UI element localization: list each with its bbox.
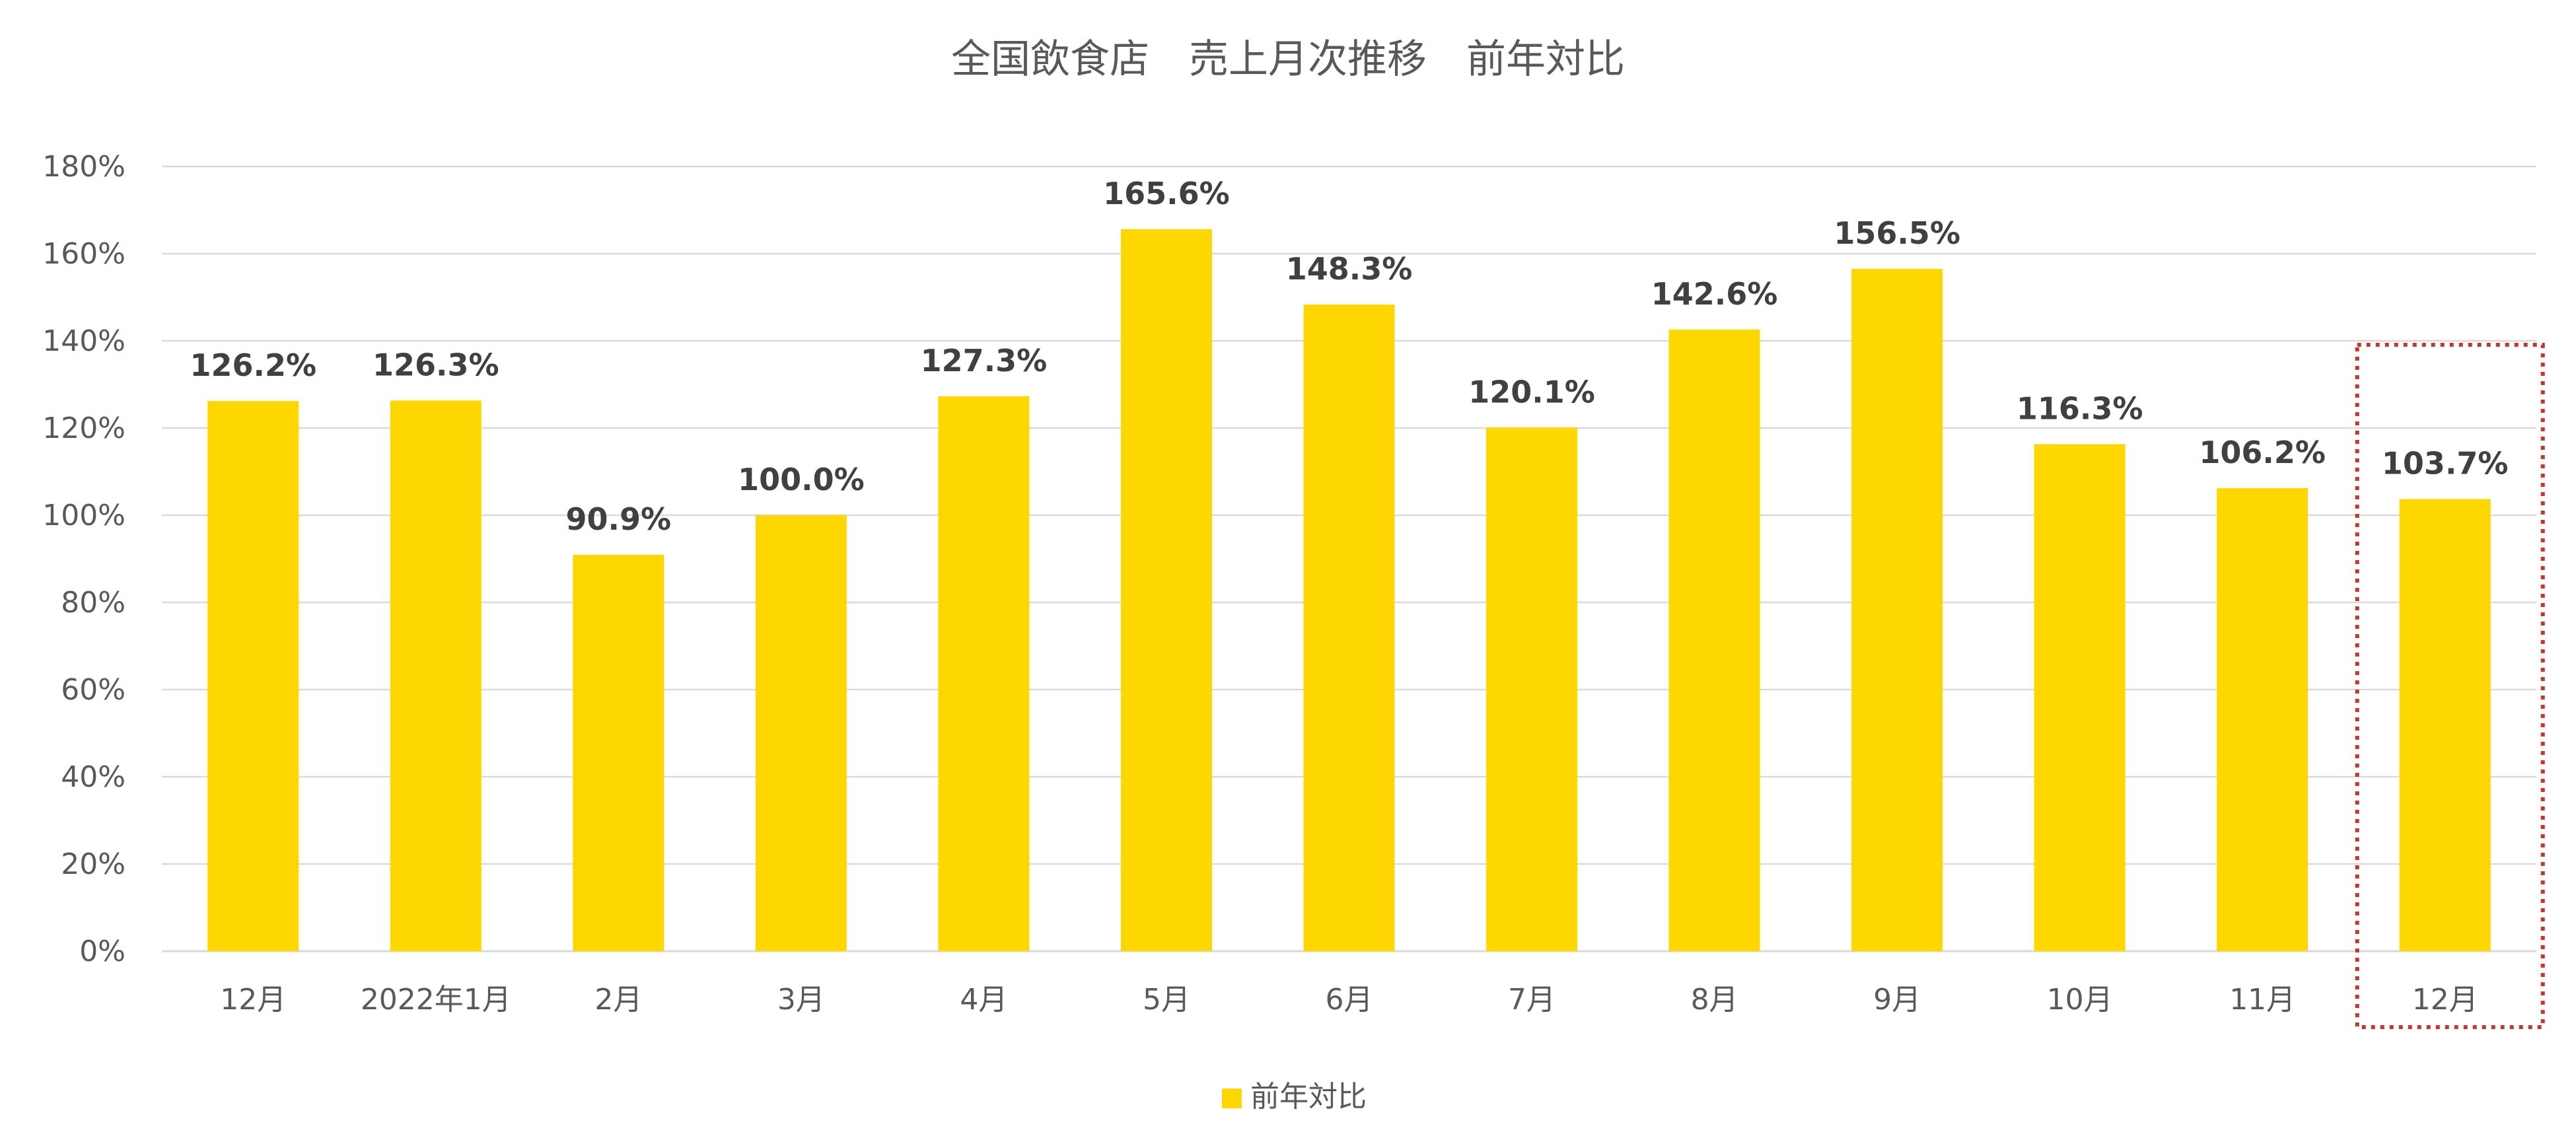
x-tick-label: 6月: [1326, 983, 1373, 1017]
x-tick-label: 10月: [2047, 983, 2113, 1017]
data-label: 100.0%: [738, 462, 865, 497]
y-tick-label: 80%: [61, 586, 125, 620]
bar: [755, 515, 847, 951]
bar: [938, 396, 1030, 951]
data-label: 126.2%: [190, 347, 316, 383]
x-tick-label: 2月: [594, 983, 642, 1017]
legend: 前年対比: [1222, 1080, 1367, 1114]
data-label: 127.3%: [921, 343, 1048, 378]
data-label: 148.3%: [1286, 251, 1413, 287]
legend-label: 前年対比: [1250, 1080, 1367, 1114]
x-tick-label: 4月: [960, 983, 1007, 1017]
x-tick-label: 12月: [220, 983, 286, 1017]
bar: [1668, 329, 1760, 952]
highlight-box: [2355, 343, 2545, 1029]
y-tick-label: 40%: [61, 760, 125, 794]
x-tick-label: 5月: [1143, 983, 1190, 1017]
bar: [390, 400, 482, 951]
y-tick-label: 0%: [79, 935, 125, 968]
data-labels: 126.2% 126.3% 90.9% 100.0% 127.3% 165.6% 148.3…: [190, 176, 2508, 537]
data-label: 165.6%: [1103, 176, 1230, 211]
data-label: 156.5%: [1834, 215, 1960, 251]
y-tick-label: 100%: [42, 499, 125, 532]
x-tick-label: 12月: [2412, 983, 2478, 1017]
y-tick-label: 140%: [42, 324, 125, 358]
data-label: 90.9%: [566, 501, 672, 537]
chart-title: 全国飲食店 売上月次推移 前年対比: [951, 36, 1625, 83]
data-label: 142.6%: [1651, 276, 1778, 312]
bar: [2399, 499, 2491, 951]
x-tick-label: 2022年1月: [361, 983, 511, 1017]
y-tick-label: 20%: [61, 847, 125, 881]
x-tick-label: 7月: [1508, 983, 1556, 1017]
data-label: 126.3%: [373, 347, 499, 382]
data-label: 116.3%: [2017, 390, 2143, 426]
legend-swatch: [1222, 1089, 1242, 1108]
bar: [2034, 444, 2126, 951]
bars: [207, 229, 2491, 952]
x-axis-ticks: 12月 2022年1月 2月 3月 4月 5月 6月 7月 8月 9月 10月 11月 12月: [220, 983, 2478, 1017]
y-axis-ticks: 0% 20% 40% 60% 80% 100% 120% 140% 160% 180%: [42, 150, 125, 968]
y-tick-label: 160%: [42, 237, 125, 271]
data-label: 106.2%: [2199, 435, 2326, 470]
data-label: 120.1%: [1468, 374, 1595, 410]
highlight-box-group: [2355, 343, 2545, 1029]
bar: [1851, 269, 1943, 952]
data-label: 103.7%: [2382, 446, 2509, 482]
bar: [1303, 305, 1395, 952]
y-tick-label: 180%: [42, 150, 125, 184]
y-tick-label: 60%: [61, 673, 125, 707]
bar: [207, 401, 299, 951]
x-tick-label: 9月: [1873, 983, 1921, 1017]
bar: [573, 555, 664, 951]
x-tick-label: 11月: [2229, 983, 2295, 1017]
bar: [1486, 427, 1578, 951]
bar: [2217, 488, 2308, 951]
x-tick-label: 3月: [777, 983, 825, 1017]
x-tick-label: 8月: [1691, 983, 1738, 1017]
y-tick-label: 120%: [42, 412, 125, 445]
bar: [1120, 229, 1212, 951]
